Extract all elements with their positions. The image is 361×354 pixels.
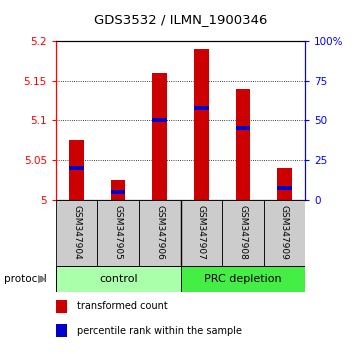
- Text: protocol: protocol: [4, 274, 46, 284]
- Bar: [180, 266, 305, 292]
- Bar: [69, 166, 84, 170]
- Bar: [152, 73, 167, 200]
- Text: GDS3532 / ILMN_1900346: GDS3532 / ILMN_1900346: [94, 13, 267, 26]
- Bar: [152, 118, 167, 122]
- Text: PRC depletion: PRC depletion: [204, 274, 282, 284]
- Text: transformed count: transformed count: [77, 301, 168, 311]
- Text: GSM347905: GSM347905: [114, 205, 123, 260]
- Bar: [194, 49, 209, 200]
- Text: GSM347904: GSM347904: [72, 205, 81, 260]
- Bar: [56, 266, 180, 292]
- Bar: [235, 126, 250, 130]
- Text: GSM347909: GSM347909: [280, 205, 289, 260]
- Bar: [264, 200, 305, 266]
- Bar: [56, 300, 67, 313]
- Bar: [56, 324, 67, 337]
- Text: GSM347908: GSM347908: [238, 205, 247, 260]
- Bar: [111, 180, 126, 200]
- Bar: [69, 140, 84, 200]
- Bar: [277, 168, 292, 200]
- Text: percentile rank within the sample: percentile rank within the sample: [77, 326, 242, 336]
- Bar: [277, 186, 292, 190]
- Bar: [222, 200, 264, 266]
- Text: ▶: ▶: [38, 274, 47, 284]
- Text: control: control: [99, 274, 138, 284]
- Bar: [56, 200, 97, 266]
- Bar: [139, 200, 180, 266]
- Text: GSM347906: GSM347906: [155, 205, 164, 260]
- Bar: [235, 88, 250, 200]
- Bar: [194, 107, 209, 110]
- Bar: [111, 190, 126, 194]
- Bar: [97, 200, 139, 266]
- Text: GSM347907: GSM347907: [197, 205, 206, 260]
- Bar: [180, 200, 222, 266]
